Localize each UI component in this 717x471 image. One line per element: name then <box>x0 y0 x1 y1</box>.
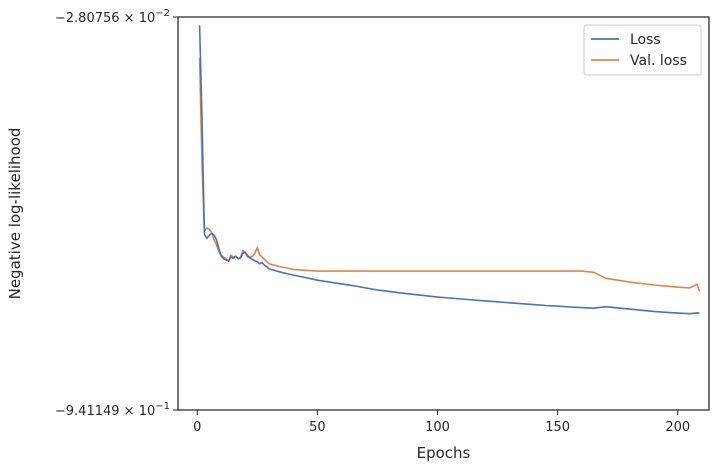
x-tick-label: 100 <box>425 420 450 435</box>
y-tick-label-top: −2.80756 × 10−2 <box>55 8 170 26</box>
x-tick-label: 50 <box>309 420 326 435</box>
x-axis-label: Epochs <box>417 444 471 462</box>
x-axis: 0 50 100 150 200 <box>193 410 690 435</box>
x-tick-label: 200 <box>665 420 690 435</box>
series-line-loss <box>198 25 700 315</box>
x-tick-label: 0 <box>193 420 201 435</box>
legend-box <box>583 24 702 76</box>
y-axis-label: Negative log-likelihood <box>6 128 24 300</box>
plot-frame <box>177 16 710 411</box>
plot-area: 0 50 100 150 200 −2.80756 × 10−2 −9.41149 × 1… <box>55 8 710 435</box>
series-lines <box>198 25 701 315</box>
legend: Loss Val. loss <box>583 24 702 76</box>
series-line-val-loss <box>198 57 701 292</box>
x-tick-label: 150 <box>545 420 570 435</box>
y-tick-label-bottom: −9.41149 × 10−1 <box>55 401 170 419</box>
legend-label: Loss <box>630 32 661 48</box>
legend-label: Val. loss <box>630 53 687 69</box>
y-axis: −2.80756 × 10−2 −9.41149 × 10−1 <box>55 8 178 419</box>
